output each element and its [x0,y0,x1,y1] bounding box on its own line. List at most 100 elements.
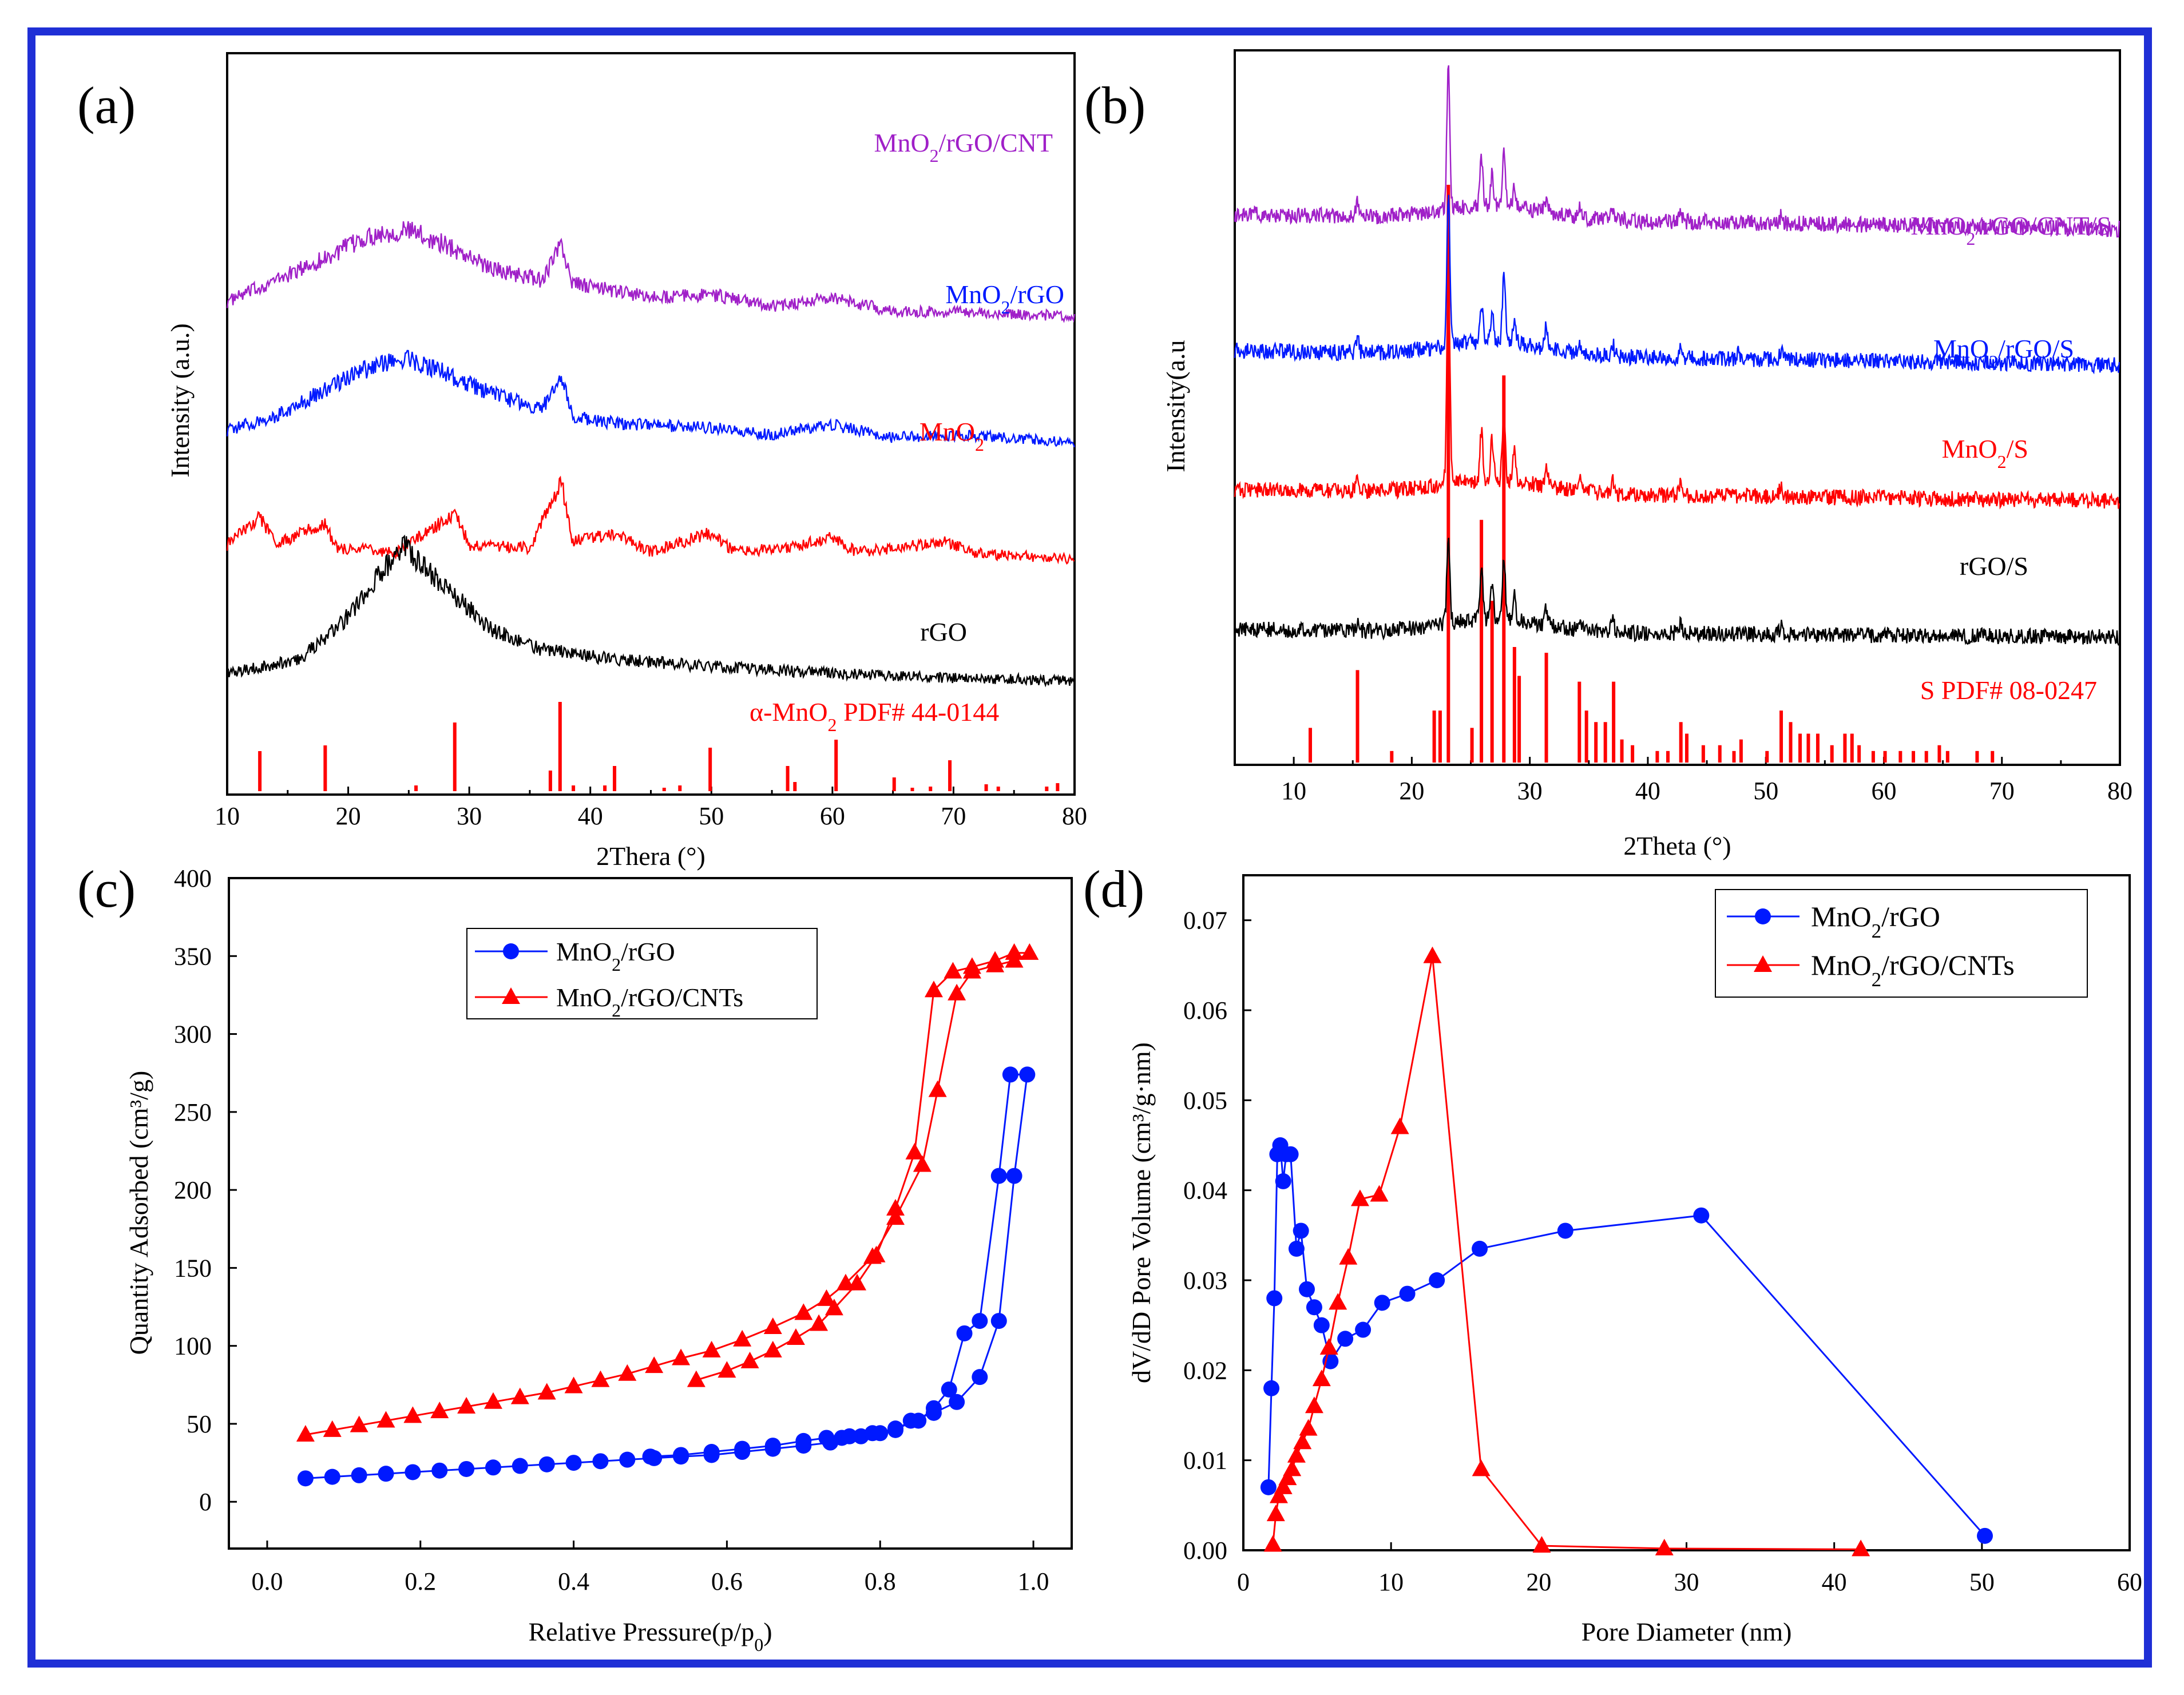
panel-d-point [1266,1290,1283,1307]
panel-a-xtick-label: 20 [336,802,361,830]
panel-c-point [485,1459,501,1476]
panel-c-point [733,1329,752,1347]
panel-c-point [1005,943,1024,960]
panel-d-point [1293,1222,1309,1239]
panel-c-xlabel-rest: ) [763,1617,772,1646]
panel-c-point [297,1470,314,1487]
panel-d-point [1260,1479,1277,1495]
panel-c-point [941,1381,957,1398]
panel-d-legend-label-main: MnO [1811,949,1872,981]
panel-c-point [913,1155,932,1172]
panel-a-ref-label-main: α-MnO [750,697,828,727]
panel-d-point [1299,1419,1318,1436]
panel-b-label: (b) [1084,76,1145,134]
panel-c-ylabel: Quantity Adsorbed (cm³/g) [124,1071,153,1355]
panel-c-point [591,1370,610,1387]
panel-c-point [483,1392,502,1409]
panel-b-series-label-main: MnO [1933,334,1989,363]
panel-c-point [376,1411,395,1428]
panel-d-point [1283,1459,1302,1476]
panel-c-ytick-label: 150 [174,1254,212,1282]
panel-d-xtick-label: 0 [1237,1568,1250,1596]
panel-a-series-label-main: MnO [919,417,975,446]
panel-c-point [1019,1066,1036,1083]
panel-c-point [324,1468,340,1485]
panel-d-point [1313,1317,1330,1333]
panel-a-xlabel: 2Thera (°) [596,841,705,871]
panel-a-xtick-label: 10 [215,802,240,830]
panel-d-point [1852,1539,1870,1557]
panel-c-point [924,981,943,998]
panel-b-ylabel: Intensity(a.u [1161,340,1190,472]
panel-a-series-label: MnO2/rGO [945,280,1064,317]
panel-c-ytick-label: 0 [199,1488,212,1516]
panel-d: 0 10 20 30 40 50 60 0.00 0.01 0.02 0.03 0.04 0.05 0.0… [1083,860,2142,1646]
panel-c-legend-label-rest: /rGO [621,937,675,966]
panel-c-point [886,1198,905,1216]
panel-d-ytick-label: 0.01 [1183,1447,1227,1475]
panel-d-legend-label-sub: 2 [1872,968,1882,991]
panel-d-point [1287,1446,1306,1463]
panel-c-point [642,1448,659,1465]
panel-a-ref-label-rest: PDF# 44-0144 [837,697,1000,727]
panel-a-series-label-rest: /rGO [1010,280,1064,309]
panel-c-point [431,1462,448,1479]
panel-a: 10 20 30 40 50 60 70 80 2Thera (°) Intensity (a.u… [77,52,1087,871]
panel-c-ytick-label: 300 [174,1021,212,1049]
panel-a-series-line [226,475,1075,565]
panel-a-xtick-label: 60 [820,802,845,830]
panel-c-xtick-label: 0.8 [865,1567,896,1595]
panel-a-series-label-sub: 2 [975,434,984,455]
panel-d-point [1423,946,1442,963]
panel-d-point [1263,1380,1280,1396]
panel-c-point [1006,1168,1022,1184]
panel-c-legend-label-sub: 2 [612,1000,621,1021]
panel-c-point [794,1303,813,1320]
panel-d-legend-marker [1755,908,1771,924]
panel-c-point [786,1328,805,1345]
panel-c-series-line [305,952,1030,1436]
panel-d-point [1274,1477,1293,1494]
panel-b-xtick-label: 20 [1399,777,1424,805]
panel-a-series-label: rGO [920,617,967,646]
panel-d-legend-label: MnO2/rGO/CNTs [1811,949,2015,991]
panel-c-point [810,1314,829,1331]
panel-c-point [902,1412,919,1429]
panel-d-xtick-label: 60 [2117,1568,2142,1596]
panel-c-point [956,1325,973,1341]
panel-c-ytick-label: 350 [174,942,212,970]
panel-d-series-line [1272,956,1861,1550]
panel-c-point [512,1458,528,1474]
panel-c-point [672,1348,691,1365]
panel-b-series-label-sub: 2 [1989,351,1998,372]
panel-a-label: (a) [77,76,136,134]
panel-d-point [1275,1173,1291,1189]
panel-c-axes-box [228,877,1073,1550]
panel-b-xtick-label: 10 [1281,777,1306,805]
panel-d-label: (d) [1083,860,1144,918]
panel-c-point [986,951,1005,968]
panel-d-point [1472,1459,1491,1476]
panel-b-axes-box [1234,49,2121,766]
panel-d-point [1312,1370,1331,1387]
panel-b-series-label: MnO2/rGO/S [1933,334,2074,372]
panel-c-point [537,1383,556,1400]
panel-a-series-line [226,534,1076,688]
panel-c-xtick-label: 0.6 [711,1567,743,1595]
panel-b-series-label-main: MnO [1942,434,1997,463]
panel-d-ylabel: dV/dD Pore Volume (cm³/g·nm) [1127,1042,1156,1383]
panel-c-point [403,1406,422,1423]
panel-d-legend-label-rest: /rGO/CNTs [1881,949,2015,981]
panel-d-point [1557,1222,1573,1239]
panel-d-ytick-label: 0.02 [1183,1356,1227,1384]
panel-c-point [949,1394,965,1410]
panel-d-point [1655,1538,1674,1555]
panel-c-ytick-label: 200 [174,1176,212,1204]
panel-c-legend-box [466,928,818,1019]
panel-c-ytick-label: 50 [187,1410,212,1438]
panel-b-xtick-label: 80 [2107,777,2133,805]
panel-d-xtick-label: 40 [1822,1568,1847,1596]
panel-b-series-label-sub: 2 [1997,451,2007,472]
panel-a-series-label-sub: 2 [930,145,939,166]
